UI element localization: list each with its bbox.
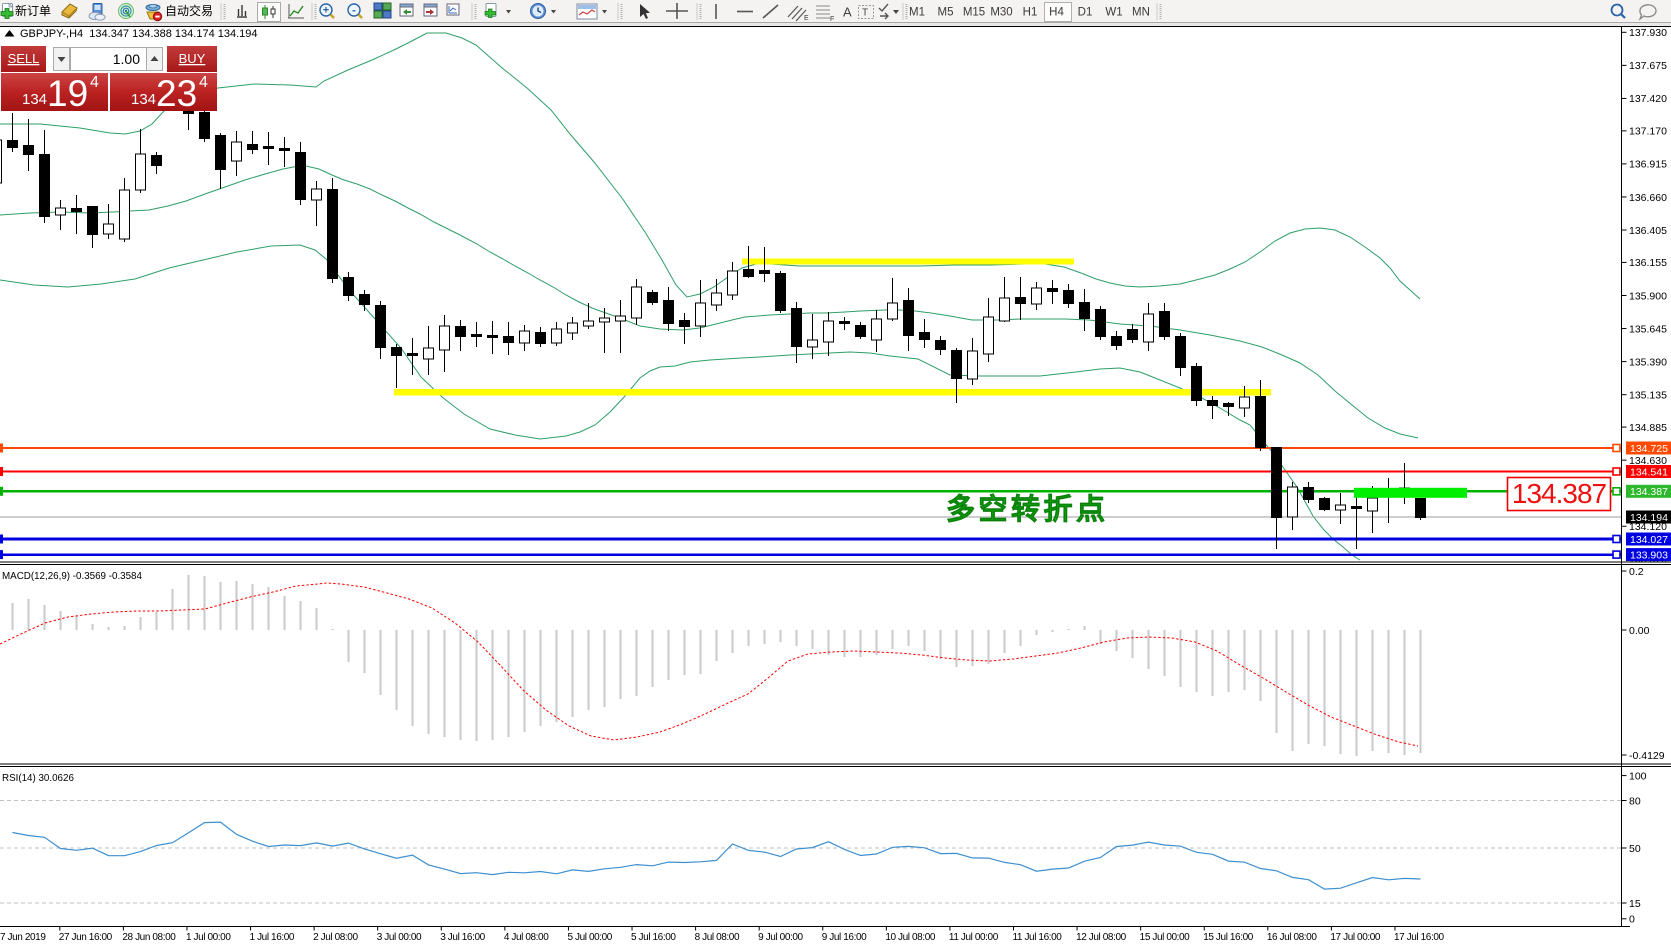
svg-text:15: 15: [1629, 898, 1641, 910]
svg-text:1 Jul 00:00: 1 Jul 00:00: [186, 932, 231, 943]
svg-text:23: 23: [156, 73, 197, 114]
svg-text:BUY: BUY: [179, 51, 206, 66]
svg-text:W1: W1: [1105, 6, 1122, 18]
svg-text:3 Jul 00:00: 3 Jul 00:00: [377, 932, 422, 943]
svg-text:27 Jun 16:00: 27 Jun 16:00: [59, 932, 113, 943]
svg-text:D1: D1: [1078, 6, 1093, 18]
svg-text:12 Jul 08:00: 12 Jul 08:00: [1076, 932, 1127, 943]
svg-text:多空转折点: 多空转折点: [946, 492, 1109, 526]
svg-text:134.120: 134.120: [1629, 521, 1667, 533]
svg-text:8 Jul 08:00: 8 Jul 08:00: [695, 932, 740, 943]
svg-text:17 Jul 00:00: 17 Jul 00:00: [1330, 932, 1381, 943]
svg-text:134: 134: [22, 91, 47, 108]
svg-text:0.00: 0.00: [1629, 625, 1650, 637]
svg-text:136.155: 136.155: [1629, 257, 1667, 269]
svg-text:11 Jul 00:00: 11 Jul 00:00: [949, 932, 999, 943]
svg-text:134.725: 134.725: [1630, 443, 1668, 455]
svg-text:136.660: 136.660: [1629, 192, 1667, 204]
svg-text:5 Jul 00:00: 5 Jul 00:00: [567, 932, 612, 943]
svg-text:134.387: 134.387: [1512, 478, 1607, 509]
svg-text:16 Jul 08:00: 16 Jul 08:00: [1267, 932, 1318, 943]
svg-text:1 Jul 16:00: 1 Jul 16:00: [250, 932, 295, 943]
svg-text:19: 19: [47, 73, 88, 114]
svg-text:MACD(12,26,9) -0.3569 -0.3584: MACD(12,26,9) -0.3569 -0.3584: [2, 571, 143, 582]
svg-text:H1: H1: [1023, 6, 1038, 18]
svg-text:135.390: 135.390: [1629, 356, 1667, 368]
svg-text:4: 4: [90, 74, 99, 91]
svg-text:10 Jul 08:00: 10 Jul 08:00: [885, 932, 936, 943]
svg-text:100: 100: [1629, 770, 1647, 782]
svg-text:137.675: 137.675: [1629, 60, 1667, 72]
svg-text:134.541: 134.541: [1630, 466, 1668, 478]
svg-text:134.194: 134.194: [1630, 512, 1668, 524]
svg-text:50: 50: [1629, 843, 1641, 855]
svg-text:134.387: 134.387: [1630, 486, 1668, 498]
svg-text:4 Jul 08:00: 4 Jul 08:00: [504, 932, 549, 943]
svg-text:134.885: 134.885: [1629, 422, 1667, 434]
svg-text:134.027: 134.027: [1630, 534, 1668, 546]
svg-text:-0.4129: -0.4129: [1629, 750, 1665, 762]
svg-text:15 Jul 00:00: 15 Jul 00:00: [1140, 932, 1191, 943]
svg-text:A: A: [843, 5, 852, 20]
svg-text:M30: M30: [990, 6, 1012, 18]
svg-text:9 Jul 00:00: 9 Jul 00:00: [758, 932, 803, 943]
svg-text:0: 0: [1629, 914, 1635, 926]
svg-text:136.915: 136.915: [1629, 159, 1667, 171]
svg-text:28 Jun 08:00: 28 Jun 08:00: [122, 932, 176, 943]
svg-text:4: 4: [199, 74, 208, 91]
svg-text:新订单: 新订单: [15, 3, 51, 18]
svg-text:7 Jun 2019: 7 Jun 2019: [0, 932, 46, 943]
svg-text:M1: M1: [909, 6, 925, 18]
svg-text:135.135: 135.135: [1629, 389, 1667, 401]
svg-text:11 Jul 16:00: 11 Jul 16:00: [1013, 932, 1063, 943]
svg-text:17 Jul 16:00: 17 Jul 16:00: [1394, 932, 1445, 943]
svg-text:2 Jul 08:00: 2 Jul 08:00: [313, 932, 358, 943]
svg-text:135.900: 135.900: [1629, 290, 1667, 302]
svg-text:1.00: 1.00: [113, 51, 140, 67]
svg-text:137.170: 137.170: [1629, 126, 1667, 138]
svg-text:E: E: [804, 15, 809, 22]
svg-text:133.903: 133.903: [1630, 549, 1668, 561]
svg-text:137.420: 137.420: [1629, 93, 1667, 105]
svg-text:15 Jul 16:00: 15 Jul 16:00: [1203, 932, 1254, 943]
svg-text:T: T: [862, 8, 868, 19]
svg-text:M15: M15: [963, 6, 985, 18]
svg-text:80: 80: [1629, 795, 1641, 807]
svg-text:F: F: [830, 16, 834, 23]
svg-text:RSI(14) 30.0626: RSI(14) 30.0626: [2, 773, 74, 784]
svg-text:M5: M5: [938, 6, 954, 18]
svg-text:-: -: [352, 5, 356, 17]
svg-text:136.405: 136.405: [1629, 225, 1667, 237]
svg-text:3 Jul 16:00: 3 Jul 16:00: [440, 932, 485, 943]
svg-text:9 Jul 16:00: 9 Jul 16:00: [822, 932, 867, 943]
svg-text:0.2: 0.2: [1629, 566, 1644, 578]
svg-text:GBPJPY-,H4 134.347 134.388 13: GBPJPY-,H4 134.347 134.388 134.174 134.1…: [20, 28, 258, 40]
svg-text:135.645: 135.645: [1629, 323, 1667, 335]
svg-text:134.630: 134.630: [1629, 455, 1667, 467]
svg-text:自动交易: 自动交易: [165, 3, 213, 18]
svg-text:H4: H4: [1049, 6, 1064, 18]
svg-text:134: 134: [131, 91, 156, 108]
svg-text:137.930: 137.930: [1629, 27, 1667, 39]
svg-text:5 Jul 16:00: 5 Jul 16:00: [631, 932, 676, 943]
svg-text:+: +: [323, 5, 329, 17]
svg-text:SELL: SELL: [8, 51, 40, 66]
svg-text:MN: MN: [1132, 6, 1150, 18]
